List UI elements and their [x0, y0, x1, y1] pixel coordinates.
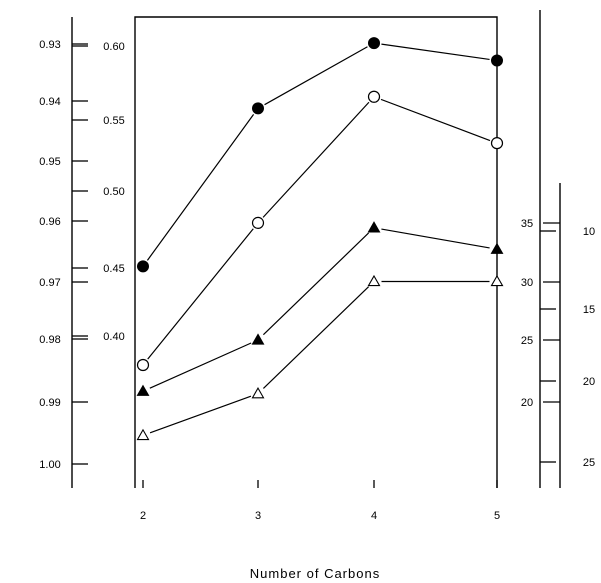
axis1-tick-label: 0.96: [39, 216, 60, 228]
series-open-circle: [136, 90, 504, 372]
series-open-triangle: [136, 274, 504, 441]
series-group: [136, 37, 504, 441]
data-point: [490, 137, 504, 150]
axis4-tick-label: 25: [583, 457, 595, 469]
plot-frame: [134, 16, 498, 488]
data-point: [251, 387, 265, 399]
axis4-tick-label: 10: [583, 226, 595, 238]
data-point: [136, 358, 150, 372]
data-point: [252, 102, 264, 115]
axis2-tick-label: 0.40: [103, 331, 124, 343]
data-point: [367, 90, 381, 103]
data-point: [137, 260, 149, 273]
series-line-segment: [147, 228, 254, 360]
axis1-tick-label: 0.98: [39, 334, 60, 346]
series-line-segment: [381, 228, 490, 249]
axis3-tick-label: 20: [521, 397, 533, 409]
series-filled-triangle: [136, 221, 504, 396]
series-filled-circle: [137, 37, 503, 273]
data-point: [251, 333, 265, 345]
axis2-tick-label: 0.50: [103, 186, 124, 198]
x-tick-label: 4: [371, 510, 377, 522]
frame-outline: [134, 16, 498, 488]
data-point: [490, 274, 504, 287]
series-line-segment: [262, 232, 370, 336]
axis3-tick-label: 35: [521, 218, 533, 230]
axis1-tick-label: 0.97: [39, 277, 60, 289]
axis1-tick-label: 0.93: [39, 39, 60, 51]
axis1-tick-label: 0.95: [39, 156, 60, 168]
data-point: [136, 384, 150, 396]
x-tick-label: 3: [255, 510, 261, 522]
axis4-tick-label: 15: [583, 304, 595, 316]
right-outer-axis: 10 15 20 25: [539, 10, 595, 488]
data-point: [367, 274, 381, 287]
axis2-tick-label: 0.60: [103, 41, 124, 53]
axis3-tick-label: 25: [521, 335, 533, 347]
data-point: [368, 37, 380, 50]
series-line-segment: [149, 342, 252, 389]
data-point: [136, 428, 150, 441]
series-line-segment: [262, 286, 370, 389]
data-point: [367, 221, 381, 233]
axis1-tick-label: 1.00: [39, 459, 60, 471]
axis2-tick-label: 0.45: [103, 263, 124, 275]
right-inner-axis: 35 30 25 20: [521, 183, 561, 488]
series-line-segment: [149, 395, 252, 434]
x-tick-label: 2: [140, 510, 146, 522]
left-inner-axis: 0.60 0.55 0.50 0.45 0.40: [72, 41, 125, 343]
axis2-tick-label: 0.55: [103, 115, 124, 127]
data-point: [251, 216, 265, 229]
axis1-tick-label: 0.99: [39, 397, 60, 409]
axis1-tick-label: 0.94: [39, 96, 60, 108]
series-line-segment: [381, 43, 490, 61]
x-tick-label: 5: [494, 510, 500, 522]
data-point: [490, 242, 504, 254]
x-axis: 2 3 4 5: [140, 480, 500, 522]
x-axis-label: Number of Carbons: [250, 566, 380, 581]
left-outer-axis: 0.93 0.94 0.95 0.96 0.97 0.98 0.99 1.00: [39, 17, 88, 488]
data-point: [491, 54, 503, 67]
axis4-tick-label: 20: [583, 376, 595, 388]
series-line-segment: [146, 114, 255, 261]
series-line-segment: [262, 101, 370, 218]
series-line-segment: [380, 98, 491, 142]
axis3-tick-label: 30: [521, 277, 533, 289]
series-line-segment: [264, 46, 368, 106]
